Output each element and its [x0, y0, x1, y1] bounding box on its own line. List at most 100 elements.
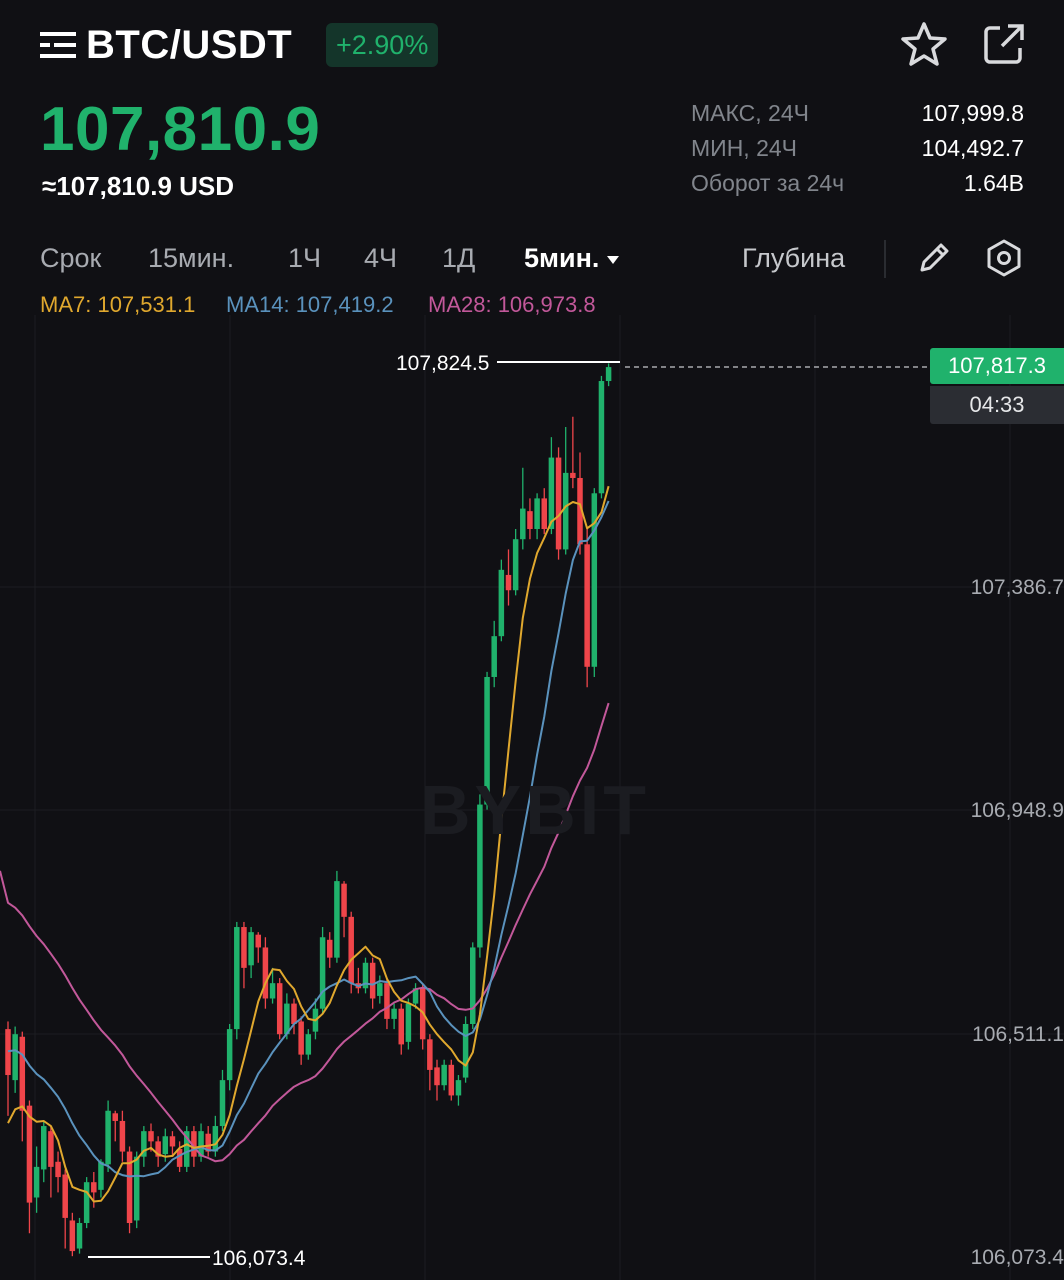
candle-body: [133, 1156, 140, 1221]
candle-body: [112, 1113, 118, 1121]
y-axis-label: 106,511.1: [972, 1023, 1064, 1046]
candle-body: [405, 1003, 412, 1042]
divider: [884, 240, 886, 278]
candle-body: [605, 367, 612, 382]
candle-body: [298, 1021, 304, 1055]
candle-body: [520, 508, 526, 540]
stat-high-value: 107,999.8: [921, 100, 1024, 126]
candle-body: [577, 477, 583, 545]
candle-body: [226, 1029, 233, 1081]
candle-body: [248, 932, 254, 966]
candle-body: [269, 983, 276, 999]
candle-countdown: 04:33: [930, 386, 1064, 424]
candle-body: [584, 544, 590, 667]
candle-body: [570, 472, 576, 478]
tab-period[interactable]: Срок: [40, 243, 102, 273]
candle-body: [83, 1182, 90, 1224]
tab-5min-label: 5мин.: [524, 243, 600, 273]
price-usd: ≈107,810.9 USD: [42, 171, 235, 201]
list-menu-icon[interactable]: [40, 30, 76, 60]
candle-body: [155, 1141, 161, 1157]
tab-15min[interactable]: 15мин.: [148, 243, 235, 273]
candle-body: [398, 1008, 404, 1045]
candle-body: [498, 569, 505, 637]
depth-tab[interactable]: Глубина: [742, 243, 846, 273]
ma14-legend: MA14: 107,419.2: [226, 292, 394, 317]
settings-hexagon-icon[interactable]: [984, 238, 1024, 278]
candle-body: [591, 493, 598, 667]
candle-body: [284, 1003, 290, 1035]
candle-body: [291, 1003, 297, 1024]
y-axis-label: 106,948.9: [970, 799, 1064, 822]
candle-body: [126, 1151, 133, 1224]
ma28-legend: MA28: 106,973.8: [428, 292, 596, 317]
candle-body: [534, 498, 540, 530]
candle-body: [505, 574, 512, 591]
candle-body: [462, 1023, 469, 1078]
stat-turnover-value: 1.64B: [963, 170, 1024, 196]
candle-body: [477, 804, 483, 948]
low-marker-label: 106,073.4: [212, 1247, 306, 1270]
candle-body: [105, 1110, 111, 1165]
candle-body: [377, 983, 383, 996]
high-marker-label: 107,824.5: [396, 352, 490, 375]
tab-5min[interactable]: 5мин.: [524, 238, 620, 278]
candle-body: [26, 1105, 33, 1203]
candle-body: [384, 983, 390, 1019]
candle-body: [205, 1133, 211, 1152]
candle-body: [455, 1080, 462, 1096]
candle-body: [33, 1166, 40, 1198]
tab-1h[interactable]: 1Ч: [288, 243, 322, 273]
candle-body: [512, 539, 519, 591]
candle-body: [5, 1029, 11, 1076]
pair-title[interactable]: BTC/USDT: [86, 23, 293, 67]
candle-body: [341, 883, 347, 917]
candle-body: [62, 1174, 68, 1218]
candle-body: [19, 1036, 26, 1111]
candle-body: [527, 511, 533, 530]
candle-body: [327, 939, 333, 958]
candle-body: [91, 1182, 97, 1193]
candle-body: [555, 457, 562, 550]
candle-body: [319, 937, 326, 1009]
chart-grid: [0, 315, 1064, 1280]
candlestick-chart[interactable]: [0, 315, 1064, 1280]
tab-1d[interactable]: 1Д: [442, 243, 476, 273]
last-price: 107,810.9: [40, 95, 321, 164]
candle-body: [241, 927, 247, 968]
current-price-tag: 107,817.3: [930, 348, 1064, 384]
candle-body: [334, 881, 340, 958]
candle-body: [141, 1131, 147, 1157]
pencil-icon[interactable]: [914, 238, 954, 278]
candle-body: [184, 1131, 190, 1167]
candle-body: [434, 1067, 440, 1086]
caret-down-icon: [607, 255, 620, 264]
candle-body: [484, 676, 490, 805]
candle-body: [176, 1149, 183, 1167]
stat-high-label: МАКС, 24Ч: [691, 100, 809, 126]
y-axis-label: 107,386.7: [970, 576, 1064, 599]
candle-body: [305, 1034, 312, 1055]
share-icon[interactable]: [980, 20, 1028, 68]
moving-averages-group: [0, 485, 610, 1203]
ma7-legend: MA7: 107,531.1: [40, 292, 196, 317]
candle-body: [234, 927, 240, 1030]
candle-body: [98, 1161, 104, 1190]
watermark: BYBIT: [420, 771, 650, 849]
star-icon[interactable]: [900, 20, 948, 68]
candle-body: [470, 947, 476, 1024]
candle-body: [598, 381, 605, 494]
candle-body: [76, 1223, 83, 1249]
candle-body: [562, 472, 569, 550]
candle-body: [391, 1008, 397, 1019]
candle-body: [276, 983, 283, 1035]
ma7-line: [7, 485, 610, 1203]
candle-body: [191, 1131, 197, 1157]
tab-4h[interactable]: 4Ч: [364, 243, 398, 273]
candle-body: [55, 1161, 61, 1178]
candle-body: [262, 947, 269, 999]
stat-turnover-label: Оборот за 24ч: [691, 170, 845, 196]
y-axis-label: 106,073.4: [970, 1246, 1064, 1269]
candle-body: [548, 457, 555, 530]
change-badge: +2.90%: [326, 23, 439, 67]
